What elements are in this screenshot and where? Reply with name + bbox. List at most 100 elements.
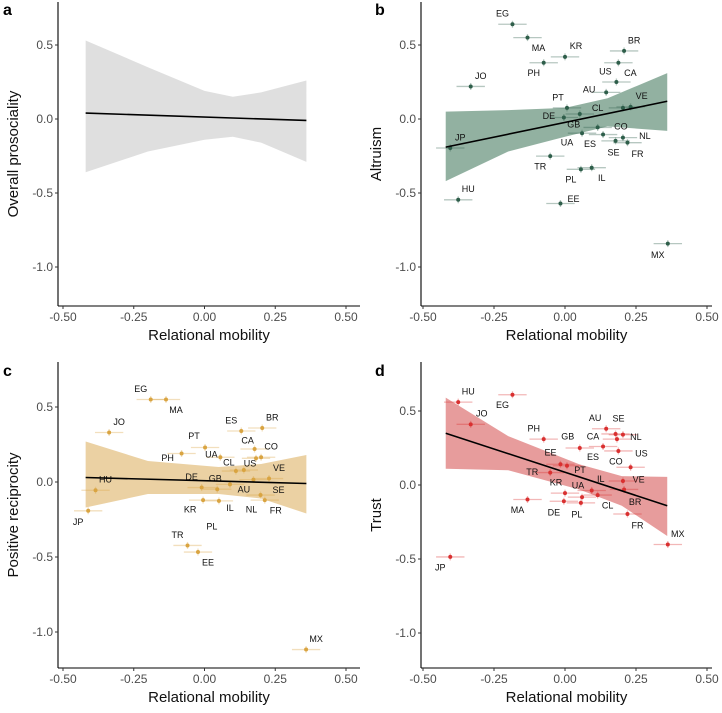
data-point-us: US	[604, 447, 648, 458]
data-point-au: AU	[583, 85, 621, 96]
point-label: FR	[270, 506, 282, 516]
point-label: JP	[73, 517, 84, 527]
x-tick-label: -0.25	[480, 310, 508, 324]
point-marker	[577, 446, 582, 450]
point-label: AU	[583, 85, 596, 95]
point-marker	[203, 445, 208, 450]
data-point-tr: TR	[534, 152, 565, 172]
x-axis-title: Relational mobility	[506, 689, 628, 706]
point-marker	[148, 397, 153, 402]
point-marker	[548, 154, 553, 159]
data-point-kr: KR	[550, 478, 580, 497]
point-marker	[251, 477, 256, 482]
data-point-us: US	[599, 66, 631, 86]
point-marker	[561, 499, 566, 504]
y-axis-title: Overall prosociality	[5, 90, 22, 217]
data-point-ua: UA	[205, 450, 235, 461]
point-label: SE	[613, 413, 625, 423]
point-label: MX	[309, 634, 323, 644]
data-point-gb: GB	[565, 110, 594, 129]
point-label: BR	[266, 412, 279, 422]
data-point-ca: CA	[240, 435, 269, 453]
x-axis-title: Relational mobility	[506, 327, 628, 344]
point-label: MA	[532, 43, 546, 53]
point-label: CA	[241, 435, 254, 445]
panel-b: EG MA KR PH BR CA US JO AU PT DE GB UA CL VE CO ES SE NL FR…	[368, 2, 719, 344]
point-marker	[558, 201, 563, 206]
confidence-band	[85, 40, 307, 173]
y-tick-label: 0.0	[399, 478, 416, 492]
point-marker	[589, 165, 594, 170]
x-tick-label: 0.50	[334, 310, 358, 324]
data-point-kr: KR	[550, 41, 583, 61]
point-marker	[541, 437, 546, 442]
x-tick-label: 0.25	[624, 310, 648, 324]
point-label: US	[635, 448, 648, 458]
data-point-eg: EG	[496, 391, 527, 410]
data-point-gb: GB	[561, 431, 594, 452]
y-tick-label: 0.0	[36, 475, 53, 489]
y-tick-label: -1.0	[32, 260, 53, 274]
data-point-jo: JO	[456, 71, 486, 90]
point-marker	[614, 80, 619, 84]
point-marker	[259, 455, 264, 460]
point-label: PT	[552, 92, 564, 102]
point-marker	[665, 241, 670, 246]
point-label: PT	[188, 431, 200, 441]
y-tick-label: 0.5	[36, 400, 53, 414]
panel-c: EG MA JO ES BR PT CA PH UA CO US CL AU VE SE HU DE GB IL KR…	[3, 362, 360, 706]
data-point-ca: CA	[587, 431, 632, 443]
point-label: FR	[631, 149, 643, 159]
regression-line	[445, 432, 668, 507]
point-marker	[595, 493, 600, 498]
panel-d: HU EG JO AU SE NL CA PH GB ES US VE EE PT TR CO IL KR UA CL…	[368, 362, 719, 706]
data-point-mx: MX	[653, 529, 685, 548]
regression-line	[445, 100, 668, 148]
point-label: NL	[630, 432, 642, 442]
point-label: DE	[543, 111, 556, 121]
point-marker	[580, 495, 585, 500]
y-tick-label: -0.5	[32, 186, 53, 200]
data-point-jo: JO	[94, 417, 125, 436]
point-marker	[625, 512, 630, 517]
x-tick-label: -0.25	[120, 672, 148, 686]
data-point-eg: EG	[496, 9, 527, 28]
point-label: BR	[629, 497, 642, 507]
data-point-br: BR	[248, 412, 279, 432]
panel-letter: b	[375, 2, 385, 19]
x-tick-label: -0.25	[480, 672, 508, 686]
point-marker	[620, 135, 625, 140]
point-label: HU	[462, 184, 475, 194]
x-tick-label: 0.25	[264, 310, 288, 324]
data-point-hu: HU	[81, 475, 112, 494]
point-marker	[227, 482, 232, 487]
point-label: ES	[584, 139, 596, 149]
point-marker	[260, 426, 265, 430]
point-label: MA	[511, 505, 525, 515]
point-marker	[665, 542, 670, 547]
x-tick-label: -0.25	[120, 310, 148, 324]
point-label: JO	[476, 409, 488, 419]
point-marker	[561, 115, 566, 120]
data-point-tr: TR	[172, 530, 202, 549]
point-marker	[258, 493, 263, 498]
point-marker	[233, 469, 238, 474]
point-marker	[616, 60, 621, 65]
data-point-au: AU	[589, 413, 621, 433]
x-tick-label: 0.25	[624, 672, 648, 686]
point-label: CA	[587, 431, 600, 441]
point-marker	[456, 400, 461, 405]
point-marker	[620, 432, 625, 437]
point-label: DE	[548, 508, 561, 518]
x-tick-label: -0.50	[49, 310, 77, 324]
panel-letter: d	[375, 363, 385, 380]
x-tick-label: -0.50	[409, 672, 437, 686]
point-marker	[548, 470, 553, 475]
point-label: EG	[496, 400, 509, 410]
point-marker	[525, 35, 530, 40]
data-point-ph: PH	[527, 59, 558, 78]
data-point-de: DE	[543, 111, 579, 122]
point-marker	[93, 488, 98, 493]
point-label: BR	[628, 35, 641, 45]
